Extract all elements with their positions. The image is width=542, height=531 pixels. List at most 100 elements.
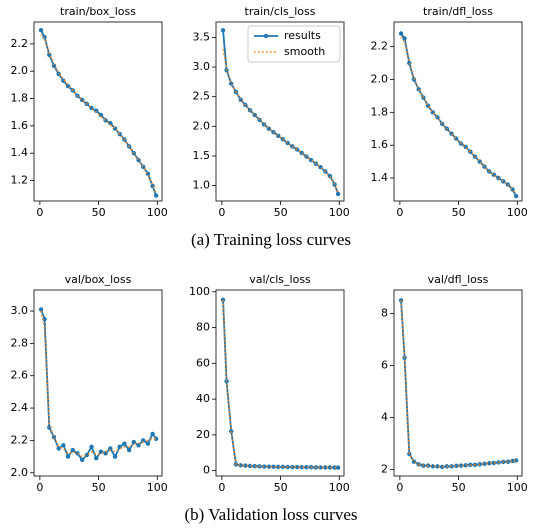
y-tick-label: 2.5 (193, 90, 211, 103)
point (103, 451, 108, 456)
point (94, 456, 99, 461)
x-tick-label: 100 (329, 206, 350, 219)
point (276, 464, 281, 470)
point (299, 465, 304, 470)
point (153, 193, 159, 198)
y-tick-label: 8 (381, 306, 388, 319)
point (220, 28, 226, 33)
point (65, 454, 71, 459)
point (136, 157, 141, 163)
point (220, 297, 226, 303)
y-tick-label: 1.4 (11, 146, 29, 159)
point (150, 431, 155, 437)
point (486, 461, 492, 466)
subplot-title: val/dfl_loss (428, 273, 489, 286)
point (42, 34, 47, 40)
y-tick-label: 3.0 (193, 60, 211, 73)
results-line (400, 300, 517, 468)
y-tick-label: 2.2 (11, 433, 29, 446)
axes-frame (215, 21, 345, 202)
results-line (40, 309, 157, 462)
x-tick-label: 50 (92, 481, 106, 494)
x-tick-label: 0 (36, 481, 43, 494)
y-tick-label: 3.5 (193, 30, 211, 43)
y-tick-label: 0 (203, 464, 210, 477)
y-tick-label: 60 (196, 356, 210, 369)
axes-frame (393, 21, 523, 202)
point (510, 458, 515, 464)
smooth-line (40, 310, 157, 458)
y-tick-label: 2.0 (11, 466, 29, 479)
x-tick-label: 0 (36, 206, 43, 219)
x-tick-label: 0 (396, 481, 403, 494)
x-tick-label: 0 (396, 206, 403, 219)
subplot-title: train/box_loss (60, 5, 136, 18)
x-tick-label: 100 (507, 206, 528, 219)
point (229, 429, 234, 434)
point (79, 457, 85, 463)
point (425, 463, 431, 468)
axes-frame (33, 21, 163, 202)
smooth-line (400, 300, 517, 468)
point (335, 191, 341, 197)
x-tick-label: 0 (218, 206, 225, 219)
y-tick-label: 80 (196, 321, 210, 334)
point (61, 443, 66, 448)
caption: (b) Validation loss curves (185, 505, 358, 524)
point (294, 464, 300, 470)
point (435, 115, 440, 120)
legend-box (247, 25, 341, 63)
y-tick-label: 2.4 (11, 401, 29, 414)
x-tick-label: 100 (147, 206, 168, 219)
point (407, 60, 412, 66)
y-tick-label: 2.2 (371, 40, 389, 53)
point (505, 459, 511, 464)
point (290, 464, 295, 470)
results-line (40, 29, 157, 196)
point (304, 465, 309, 470)
y-tick-label: 1.5 (193, 149, 211, 162)
smooth-line (222, 299, 339, 469)
point (47, 52, 52, 57)
point (56, 446, 61, 451)
y-tick-label: 1.0 (193, 179, 211, 192)
point (398, 298, 404, 303)
results-line (222, 299, 339, 469)
caption: (a) Training loss curves (191, 230, 351, 249)
point (136, 443, 141, 448)
point (70, 447, 75, 453)
point (145, 441, 151, 446)
y-tick-label: 1.6 (371, 138, 389, 151)
smooth-line (222, 49, 339, 194)
y-tick-label: 2.0 (193, 119, 211, 132)
x-tick-label: 50 (274, 206, 288, 219)
x-tick-label: 50 (452, 481, 466, 494)
smooth-line (40, 33, 157, 194)
y-tick-label: 6 (381, 358, 388, 371)
x-tick-label: 50 (92, 206, 106, 219)
x-tick-label: 100 (507, 481, 528, 494)
point (491, 460, 497, 466)
point (290, 144, 295, 149)
y-tick-label: 1.6 (11, 119, 29, 132)
point (435, 464, 440, 469)
y-tick-label: 2.0 (371, 72, 389, 85)
point (513, 458, 519, 463)
y-tick-label: 1.8 (11, 92, 29, 105)
point (247, 463, 253, 469)
point (98, 112, 104, 118)
x-tick-label: 100 (329, 481, 350, 494)
subplot-title: val/box_loss (65, 273, 132, 286)
point (238, 463, 243, 468)
point (122, 441, 127, 446)
y-tick-label: 20 (196, 428, 210, 441)
y-tick-label: 100 (189, 285, 210, 298)
y-tick-label: 1.2 (11, 174, 29, 187)
point (463, 463, 468, 468)
y-tick-label: 2.6 (11, 369, 29, 382)
x-tick-label: 100 (147, 481, 168, 494)
point (323, 465, 328, 470)
point (335, 465, 341, 470)
point (402, 36, 407, 41)
smooth-line (400, 36, 517, 195)
